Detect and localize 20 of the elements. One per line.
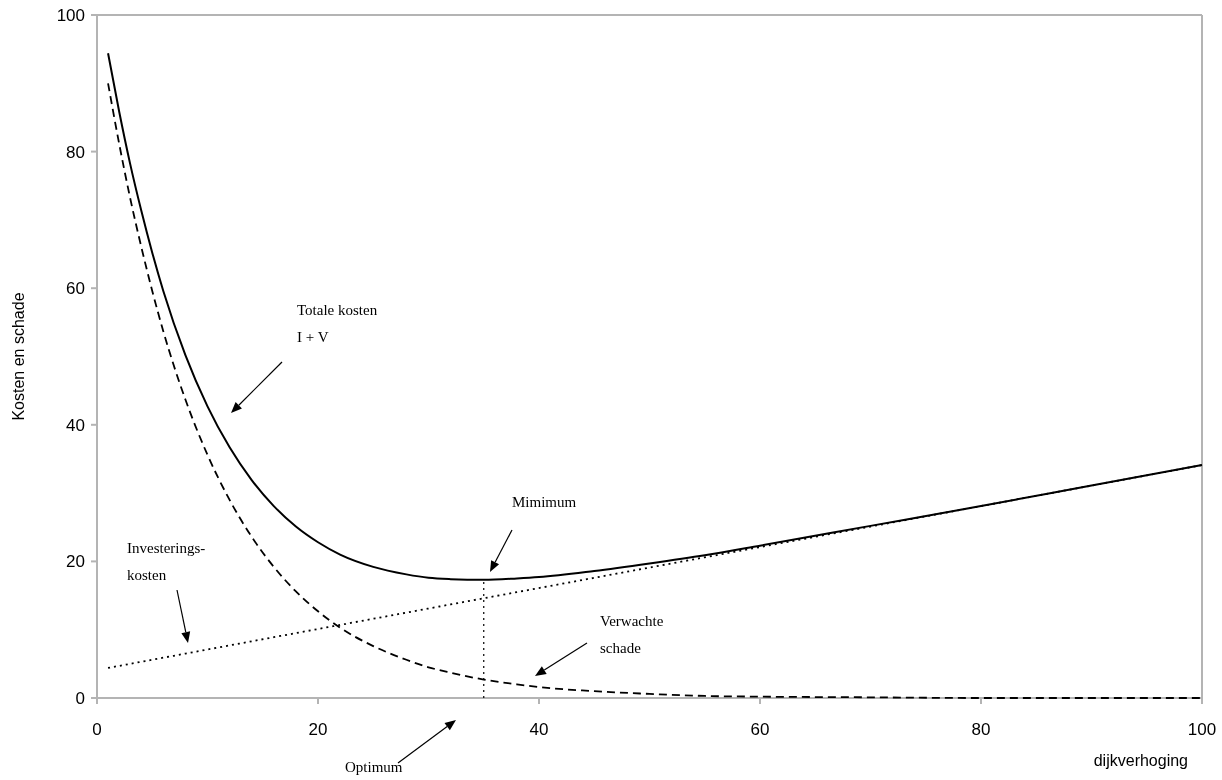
annotation: Mimimum bbox=[512, 494, 577, 510]
x-tick-label: 100 bbox=[1187, 720, 1217, 739]
x-tick-label: 0 bbox=[92, 720, 102, 739]
y-tick-label: 60 bbox=[66, 279, 85, 299]
x-tick-label: 20 bbox=[308, 720, 328, 739]
annotation: Totale kosten I + V bbox=[297, 302, 378, 345]
annotation: Verwachte schade bbox=[600, 613, 664, 656]
x-tick-label: 40 bbox=[529, 720, 549, 739]
annotation: Investerings- kosten bbox=[127, 540, 206, 583]
line-series bbox=[107, 82, 1203, 699]
y-tick-label: 40 bbox=[66, 415, 85, 435]
x-tick-label: 80 bbox=[971, 720, 991, 739]
y-tick-label: 80 bbox=[66, 142, 85, 162]
y-tick-label: 100 bbox=[56, 6, 85, 25]
y-tick-label: 20 bbox=[66, 552, 85, 572]
x-axis-title: dijkverhoging bbox=[1093, 752, 1188, 769]
x-tick-label: 60 bbox=[750, 720, 770, 739]
y-tick-label: 0 bbox=[75, 689, 85, 708]
text: Optimum bbox=[345, 759, 403, 775]
y-axis-title: Kosten en schade bbox=[10, 292, 27, 421]
